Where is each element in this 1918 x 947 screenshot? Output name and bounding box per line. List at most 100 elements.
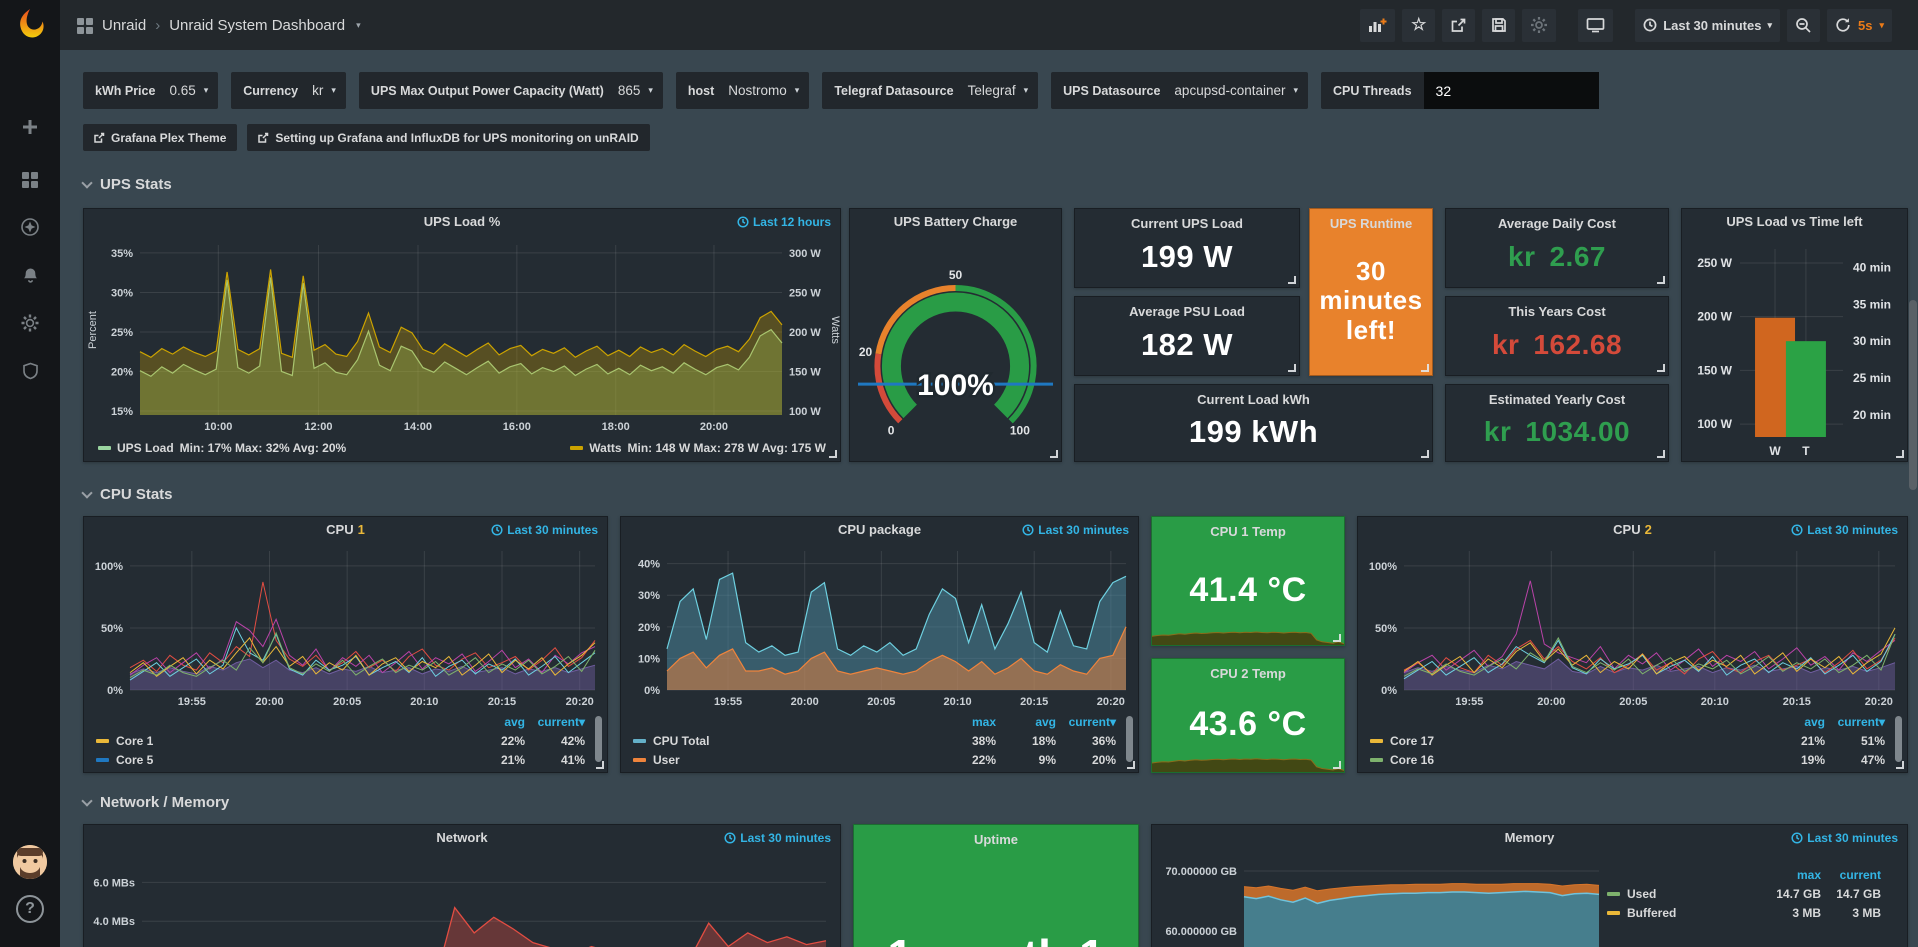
- ups-load-time-left-bars[interactable]: 100 W 150 W 200 W 250 W 20 min 25 min 30 min 35…: [1682, 235, 1907, 461]
- chevron-down-icon[interactable]: ▾: [648, 85, 653, 95]
- variable-value[interactable]: Telegraf: [967, 83, 1016, 98]
- dashboards-icon[interactable]: [17, 167, 43, 193]
- stat-title[interactable]: UPS Runtime: [1329, 216, 1413, 231]
- variable-ups-max-output[interactable]: UPS Max Output Power Capacity (Watt) 865…: [358, 72, 663, 109]
- series-name[interactable]: Watts: [589, 441, 622, 455]
- legend-column-header[interactable]: avg: [1804, 714, 1825, 729]
- breadcrumb-app[interactable]: Unraid: [102, 16, 147, 34]
- star-dashboard-button[interactable]: ☆: [1402, 8, 1436, 42]
- panel-title[interactable]: UPS Battery Charge: [893, 214, 1018, 229]
- panel-title[interactable]: Memory Last 30 minutes: [1152, 825, 1907, 851]
- stat-title[interactable]: Current UPS Load: [1131, 216, 1243, 231]
- variable-value[interactable]: 865: [617, 83, 641, 98]
- panel-time-range-link[interactable]: Last 12 hours: [737, 209, 831, 235]
- legend-column-header[interactable]: current: [1839, 867, 1881, 882]
- server-admin-shield-icon[interactable]: [17, 358, 43, 384]
- section-network-memory[interactable]: Network / Memory: [81, 794, 230, 811]
- tv-cycle-button[interactable]: [1578, 8, 1614, 42]
- panel-title[interactable]: CPU package Last 30 minutes: [621, 517, 1138, 543]
- legend-column-header[interactable]: max: [971, 714, 996, 729]
- breadcrumb-caret-icon[interactable]: ▾: [356, 19, 361, 30]
- user-avatar[interactable]: [13, 845, 47, 879]
- battery-gauge[interactable]: 0 20 50 100 100%: [850, 235, 1061, 461]
- series-name[interactable]: User: [653, 752, 680, 767]
- stat-title[interactable]: Estimated Yearly Cost: [1488, 392, 1626, 407]
- stat-title[interactable]: Average PSU Load: [1129, 304, 1245, 319]
- panel-title[interactable]: UPS Load % Last 12 hours: [84, 209, 840, 235]
- breadcrumb[interactable]: Unraid › Unraid System Dashboard ▾: [76, 17, 361, 34]
- variable-value[interactable]: kr: [312, 83, 324, 98]
- series-name[interactable]: Core 1: [116, 733, 154, 748]
- legend-column-header[interactable]: current▾: [537, 714, 585, 729]
- series-name[interactable]: Used: [1627, 886, 1657, 901]
- stat-title[interactable]: Average Daily Cost: [1497, 216, 1616, 231]
- chevron-down-icon[interactable]: ▾: [1023, 85, 1029, 95]
- legend-column-header[interactable]: avg: [504, 714, 525, 729]
- variable-value[interactable]: 0.65: [169, 83, 196, 98]
- legend-column-header[interactable]: current▾: [1068, 714, 1116, 729]
- zoom-out-button[interactable]: [1787, 8, 1820, 42]
- section-title[interactable]: CPU Stats: [100, 486, 173, 503]
- legend-scrollbar-thumb[interactable]: [1895, 716, 1902, 762]
- chevron-down-icon[interactable]: ▾: [794, 85, 800, 95]
- breadcrumb-page[interactable]: Unraid System Dashboard: [169, 16, 346, 34]
- series-name[interactable]: Core 5: [116, 752, 154, 767]
- variable-value[interactable]: apcupsd-container: [1174, 83, 1286, 98]
- link-ups-monitoring-guide[interactable]: Setting up Grafana and InfluxDB for UPS …: [247, 124, 650, 151]
- refresh-button[interactable]: 5s ▾: [1827, 8, 1892, 42]
- alerting-bell-icon[interactable]: [17, 262, 43, 288]
- share-dashboard-button[interactable]: [1442, 8, 1476, 42]
- legend-column-header[interactable]: current▾: [1837, 714, 1885, 729]
- ups-load-chart[interactable]: 15% 20% 25% 30% 35% 100 W 150 W 200 W 250 W 300 W…: [84, 235, 840, 435]
- panel-time-range-link[interactable]: Last 30 minutes: [491, 517, 598, 543]
- refresh-interval-label[interactable]: 5s: [1858, 17, 1873, 33]
- variable-host[interactable]: host Nostromo ▾: [675, 72, 810, 109]
- panel-time-range-link[interactable]: Last 30 minutes: [1791, 825, 1898, 851]
- series-name[interactable]: Core 17: [1390, 733, 1435, 748]
- chevron-down-icon[interactable]: ▾: [1293, 85, 1299, 95]
- chevron-down-icon[interactable]: ▾: [331, 85, 336, 95]
- section-ups-stats[interactable]: UPS Stats: [81, 176, 172, 193]
- link-label[interactable]: Setting up Grafana and InfluxDB for UPS …: [275, 130, 639, 145]
- time-range-picker[interactable]: Last 30 minutes ▾: [1635, 8, 1780, 42]
- panel-time-range-link[interactable]: Last 30 minutes: [724, 825, 831, 851]
- panel-title[interactable]: CPU 1 Last 30 minutes: [84, 517, 607, 543]
- cpu-package-chart[interactable]: 0% 10% 20% 30% 40% 19:55 20:00 20:05 20:10 20:15 2…: [621, 543, 1138, 710]
- variable-currency[interactable]: Currency kr ▾: [231, 72, 346, 109]
- save-dashboard-button[interactable]: [1482, 8, 1516, 42]
- section-title[interactable]: Network / Memory: [100, 794, 230, 811]
- page-scrollbar-thumb[interactable]: [1909, 300, 1917, 490]
- explore-icon[interactable]: [17, 214, 43, 240]
- help-icon[interactable]: ?: [16, 895, 44, 923]
- add-panel-button[interactable]: [1360, 8, 1396, 42]
- link-grafana-plex-theme[interactable]: Grafana Plex Theme: [83, 124, 238, 151]
- dashboard-settings-button[interactable]: [1522, 8, 1557, 42]
- panel-title[interactable]: CPU 2 Last 30 minutes: [1358, 517, 1907, 543]
- legend-column-header[interactable]: avg: [1035, 714, 1056, 729]
- cpu1-chart[interactable]: 0% 50% 100% 19:55 20:00 20:05 20:10 20:15 20:20: [84, 543, 607, 710]
- variable-kwh-price[interactable]: kWh Price 0.65 ▾: [83, 72, 219, 109]
- stat-title[interactable]: Uptime: [973, 832, 1019, 847]
- section-cpu-stats[interactable]: CPU Stats: [81, 486, 173, 503]
- legend-column-header[interactable]: max: [1796, 867, 1821, 882]
- stat-title[interactable]: Current Load kWh: [1197, 392, 1310, 407]
- section-title[interactable]: UPS Stats: [100, 176, 172, 193]
- stat-title[interactable]: CPU 2 Temp: [1210, 666, 1286, 681]
- series-name[interactable]: UPS Load: [117, 441, 174, 455]
- link-label[interactable]: Grafana Plex Theme: [111, 130, 227, 145]
- series-name[interactable]: Core 16: [1390, 752, 1435, 767]
- stat-title[interactable]: CPU 1 Temp: [1210, 524, 1286, 539]
- cpu2-chart[interactable]: 0% 50% 100% 19:55 20:00 20:05 20:10 20:15 20:20: [1358, 543, 1907, 710]
- series-name[interactable]: Buffered: [1627, 905, 1677, 920]
- panel-title[interactable]: UPS Load vs Time left: [1726, 214, 1863, 229]
- panel-title[interactable]: Network Last 30 minutes: [84, 825, 840, 851]
- create-icon[interactable]: [17, 114, 43, 140]
- variable-telegraf-datasource[interactable]: Telegraf Datasource Telegraf ▾: [822, 72, 1039, 109]
- refresh-interval-caret-icon[interactable]: ▾: [1879, 19, 1884, 30]
- cpu-threads-input[interactable]: [1423, 72, 1599, 109]
- panel-time-range-link[interactable]: Last 30 minutes: [1791, 517, 1898, 543]
- grafana-logo[interactable]: [14, 8, 46, 40]
- legend-scrollbar-thumb[interactable]: [1126, 716, 1133, 762]
